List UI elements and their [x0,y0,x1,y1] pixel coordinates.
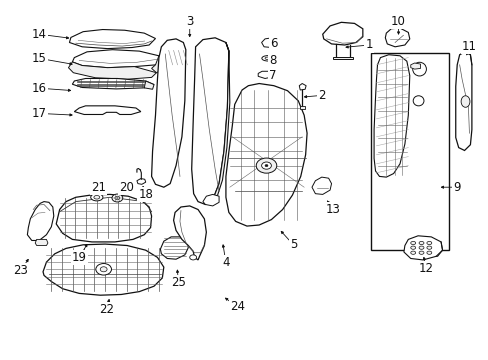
Text: 4: 4 [222,256,229,269]
Ellipse shape [189,255,196,260]
Ellipse shape [112,194,122,202]
Ellipse shape [115,196,120,200]
Polygon shape [72,50,165,68]
Polygon shape [69,30,155,49]
Text: 20: 20 [119,181,133,194]
Text: 15: 15 [32,52,46,65]
Polygon shape [56,194,151,242]
Text: 7: 7 [268,69,276,82]
Polygon shape [385,28,409,47]
Text: 25: 25 [171,276,185,289]
Ellipse shape [264,165,267,167]
Ellipse shape [460,96,469,107]
Ellipse shape [264,57,270,59]
Text: 14: 14 [32,28,46,41]
Ellipse shape [256,158,276,173]
Text: 11: 11 [461,40,476,53]
Text: 10: 10 [390,15,405,28]
Ellipse shape [100,267,107,272]
Polygon shape [43,244,163,295]
Text: 24: 24 [229,300,244,313]
Text: 17: 17 [32,107,46,120]
Ellipse shape [94,195,100,199]
Polygon shape [403,236,442,260]
Text: 9: 9 [452,181,460,194]
Ellipse shape [426,241,431,245]
Polygon shape [191,38,228,204]
Polygon shape [261,38,277,48]
Ellipse shape [96,264,111,275]
Text: 19: 19 [72,251,86,264]
Text: 2: 2 [317,89,325,102]
Polygon shape [160,237,188,259]
Text: 16: 16 [32,82,46,95]
Text: 1: 1 [365,39,372,51]
Polygon shape [300,106,305,109]
Polygon shape [144,81,154,89]
Text: 5: 5 [289,238,297,251]
Text: 22: 22 [99,303,114,316]
Ellipse shape [91,194,102,201]
Polygon shape [212,42,229,200]
Polygon shape [72,78,154,89]
Text: 3: 3 [185,15,193,28]
Ellipse shape [410,241,415,245]
Polygon shape [258,71,272,78]
Polygon shape [373,55,409,177]
Polygon shape [151,56,165,73]
Polygon shape [137,179,145,184]
Text: 12: 12 [418,262,433,275]
Polygon shape [35,239,48,246]
Polygon shape [333,57,352,59]
Polygon shape [410,63,420,69]
Polygon shape [27,202,54,240]
Ellipse shape [412,96,423,106]
Ellipse shape [410,251,415,254]
Polygon shape [203,194,219,206]
Bar [370,53,448,250]
Text: 23: 23 [13,264,28,277]
Text: 18: 18 [138,188,153,201]
Polygon shape [455,52,471,150]
Polygon shape [68,62,156,79]
Ellipse shape [426,246,431,249]
Polygon shape [173,206,206,260]
Ellipse shape [262,55,273,61]
Ellipse shape [418,251,423,254]
Text: 21: 21 [91,181,106,194]
Ellipse shape [412,62,426,76]
Polygon shape [151,39,185,187]
Polygon shape [225,84,306,226]
Ellipse shape [261,162,271,169]
Ellipse shape [410,246,415,249]
Text: 13: 13 [325,203,340,216]
Ellipse shape [418,241,423,245]
Polygon shape [311,177,331,194]
Text: 6: 6 [269,37,277,50]
Polygon shape [322,22,362,45]
Ellipse shape [426,251,431,254]
Polygon shape [299,84,305,90]
Ellipse shape [418,246,423,249]
Polygon shape [74,106,141,114]
Text: 8: 8 [268,54,276,67]
